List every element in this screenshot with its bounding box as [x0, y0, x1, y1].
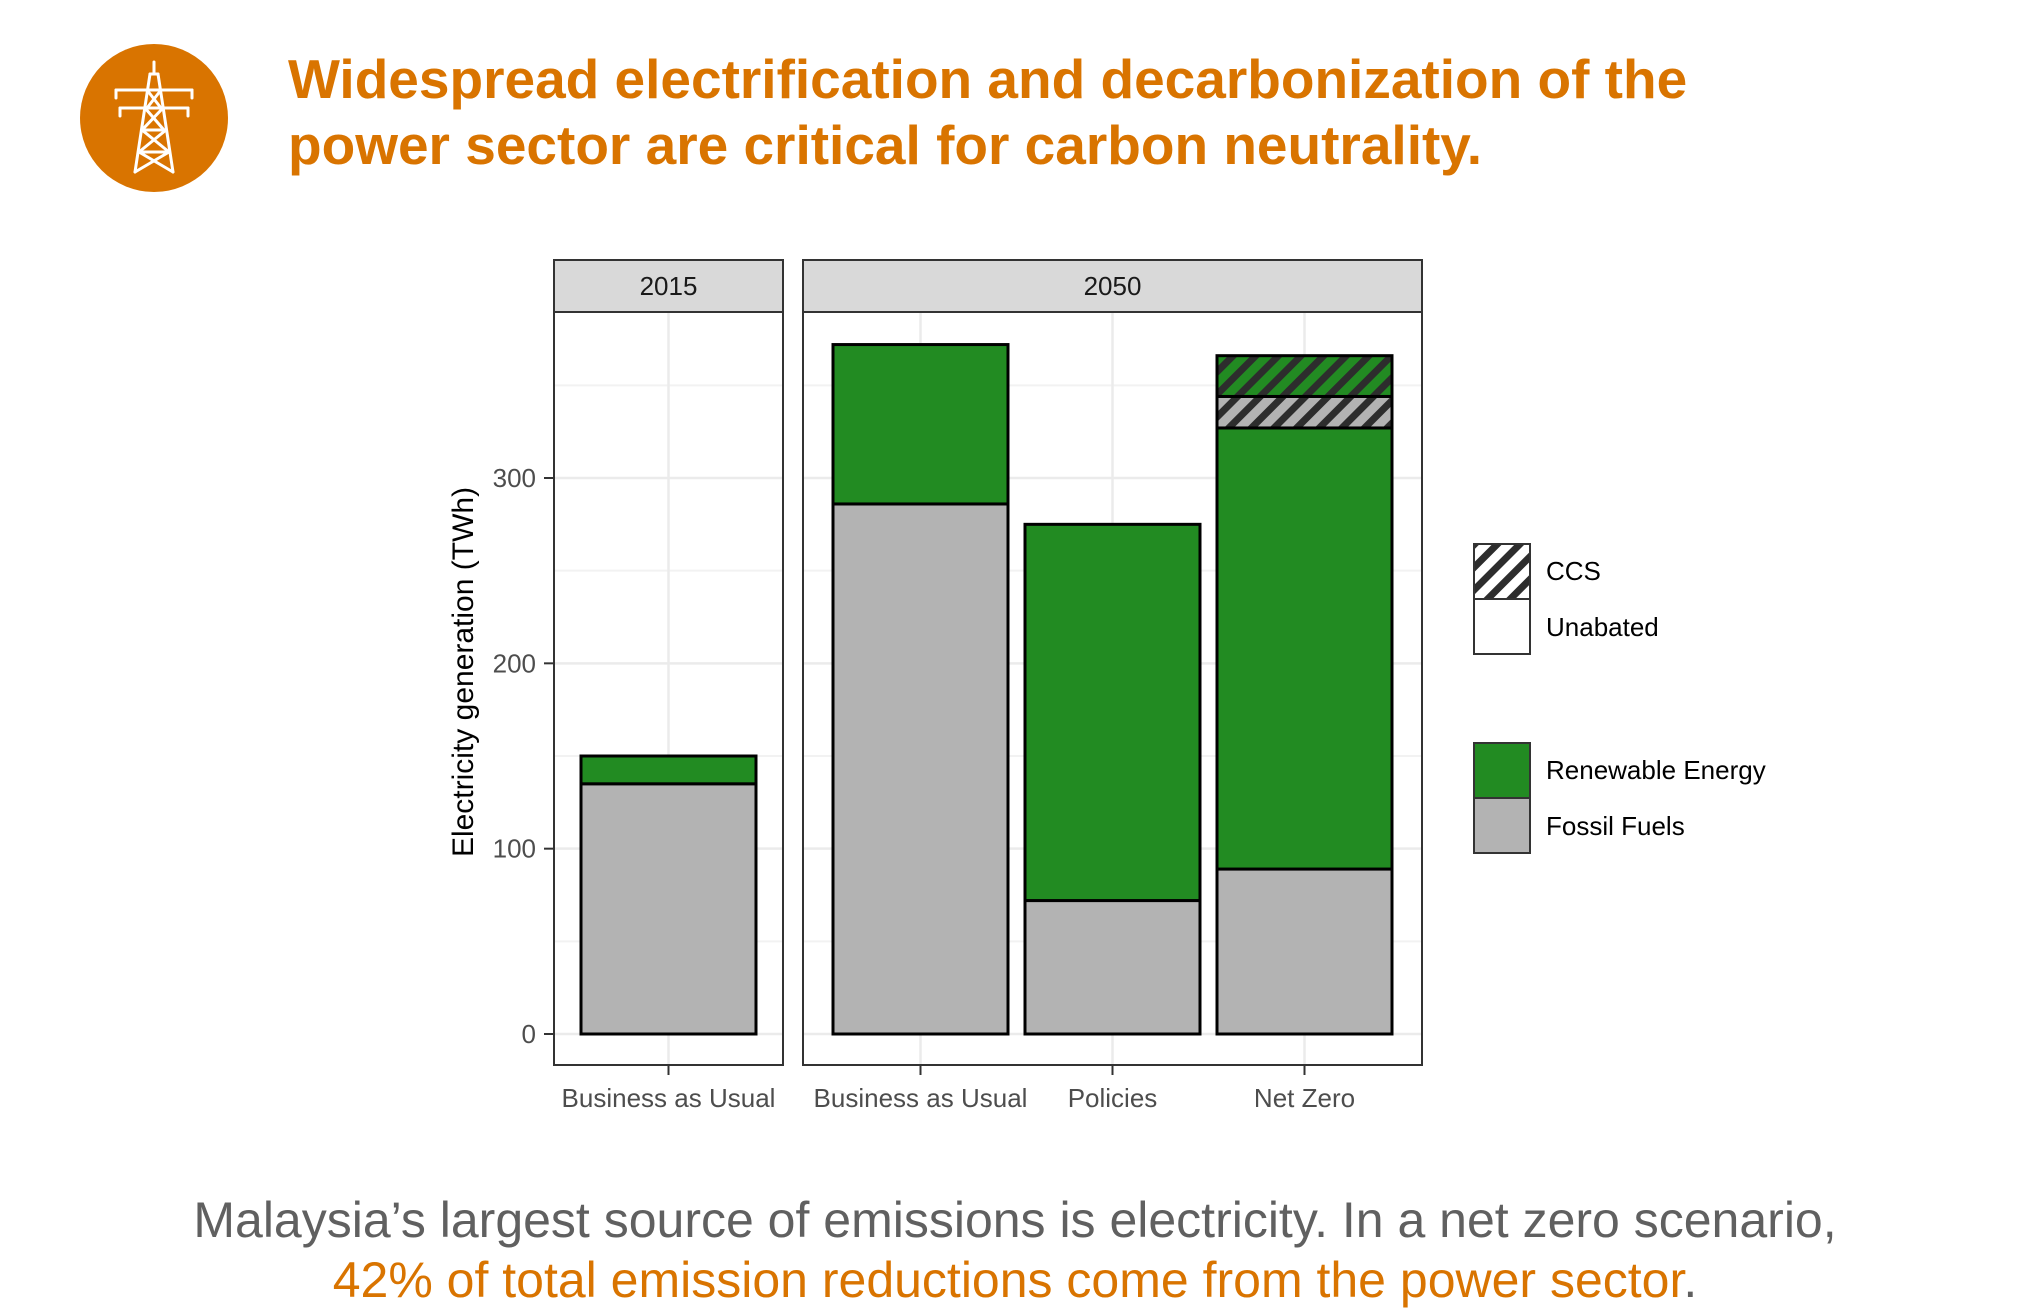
facet-strip	[553, 259, 784, 313]
caption-highlight: 42% of total emission reductions come fr…	[332, 1252, 1684, 1308]
bar-segment-renewable-energy-unabated	[831, 343, 1010, 506]
bar-segment-renewable-energy-unabated	[1215, 426, 1394, 871]
x-tick-label: Business as Usual	[814, 1083, 1028, 1113]
page-title: Widespread electrification and decarboni…	[288, 46, 1988, 178]
caption: Malaysia’s largest source of emissions i…	[0, 1190, 2030, 1310]
legend: CCS Unabated Renewable Energy Fossil Fue…	[1473, 543, 1766, 854]
y-tick-label: 300	[493, 463, 536, 493]
y-axis-title: Electricity generation (TWh)	[447, 487, 480, 857]
power-tower-icon	[80, 44, 228, 192]
x-tick-label: Business as Usual	[562, 1083, 776, 1113]
bar-segment-fossil-fuels-unabated	[831, 502, 1010, 1036]
bar-segment-fossil-fuels-unabated	[579, 782, 758, 1036]
legend-key-ccs	[1473, 543, 1531, 600]
bar-segment-fossil-fuels-unabated	[1023, 899, 1202, 1036]
facet-label: 2050	[1084, 271, 1142, 301]
x-tick-label: Policies	[1068, 1083, 1158, 1113]
title-line-2: power sector are critical for carbon neu…	[288, 114, 1483, 176]
bar-segment-fossil-fuels-ccs	[1215, 394, 1394, 430]
legend-key-unabated	[1473, 598, 1531, 655]
title-line-1: Widespread electrification and decarboni…	[288, 48, 1688, 110]
y-tick-label: 200	[493, 648, 536, 678]
bar-segment-fossil-fuels-unabated	[1215, 867, 1394, 1036]
legend-label-unabated: Unabated	[1546, 612, 1659, 642]
electricity-generation-chart: Electricity generation (TWh) 2015 Busines…	[447, 259, 1766, 1113]
bar-segment-renewable-energy-unabated	[579, 754, 758, 786]
legend-key-fossil	[1473, 797, 1531, 854]
caption-line-2-end: .	[1683, 1252, 1698, 1308]
legend-label-fossil: Fossil Fuels	[1546, 811, 1685, 841]
x-tick-label: Net Zero	[1254, 1083, 1355, 1113]
y-tick-label: 100	[493, 834, 536, 864]
legend-label-renewable: Renewable Energy	[1546, 755, 1766, 785]
bar-segment-renewable-energy-ccs	[1215, 354, 1394, 398]
facet-label: 2015	[640, 271, 698, 301]
legend-key-renewable	[1473, 742, 1531, 799]
y-tick-label: 0	[522, 1019, 536, 1049]
bar-segment-renewable-energy-unabated	[1023, 522, 1202, 903]
legend-label-ccs: CCS	[1546, 556, 1601, 586]
caption-line-2: 42% of total emission reductions come fr…	[0, 1250, 2030, 1310]
caption-line-1: Malaysia’s largest source of emissions i…	[193, 1192, 1837, 1248]
facet-strip	[802, 259, 1423, 313]
